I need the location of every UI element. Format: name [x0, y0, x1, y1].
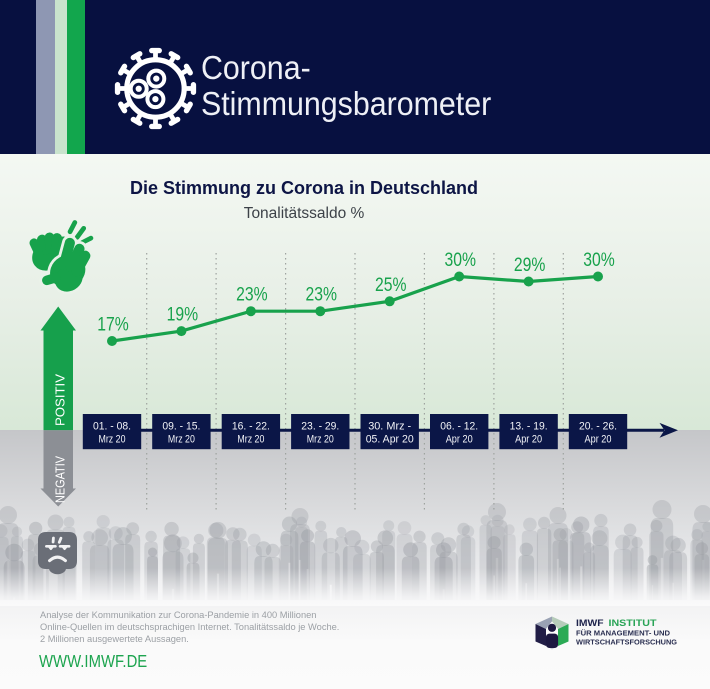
svg-text:05. Apr 20: 05. Apr 20 [366, 434, 414, 446]
svg-text:Mrz 20: Mrz 20 [237, 434, 264, 446]
svg-text:Apr 20: Apr 20 [515, 434, 542, 446]
svg-text:23. - 29.: 23. - 29. [301, 421, 339, 433]
svg-text:Apr 20: Apr 20 [585, 434, 612, 446]
svg-text:WIRTSCHAFTSFORSCHUNG: WIRTSCHAFTSFORSCHUNG [576, 638, 677, 647]
svg-text:25%: 25% [375, 275, 407, 296]
svg-text:30%: 30% [444, 250, 476, 271]
svg-text:INSTITUT: INSTITUT [609, 618, 657, 629]
svg-text:30%: 30% [583, 250, 615, 271]
svg-text:23%: 23% [306, 285, 338, 306]
svg-text:Mrz 20: Mrz 20 [99, 434, 126, 446]
svg-text:17%: 17% [97, 315, 129, 336]
svg-text:29%: 29% [514, 255, 546, 276]
svg-text:20. - 26.: 20. - 26. [579, 421, 617, 433]
svg-text:06. - 12.: 06. - 12. [440, 421, 478, 433]
svg-text:Apr 20: Apr 20 [446, 434, 473, 446]
svg-text:Mrz 20: Mrz 20 [307, 434, 334, 446]
svg-text:IMWF: IMWF [576, 618, 604, 629]
svg-text:23%: 23% [236, 285, 268, 306]
svg-text:NEGATIV: NEGATIV [52, 456, 67, 503]
svg-text:FÜR MANAGEMENT- UND: FÜR MANAGEMENT- UND [576, 629, 670, 638]
svg-text:13. - 19.: 13. - 19. [510, 421, 548, 433]
svg-text:30. Mrz -: 30. Mrz - [368, 421, 411, 433]
svg-text:POSITIV: POSITIV [52, 374, 67, 426]
svg-text:09. - 15.: 09. - 15. [162, 421, 200, 433]
svg-text:19%: 19% [167, 305, 199, 326]
svg-text:01. - 08.: 01. - 08. [93, 421, 131, 433]
svg-text:16. - 22.: 16. - 22. [232, 421, 270, 433]
svg-text:Mrz 20: Mrz 20 [168, 434, 195, 446]
